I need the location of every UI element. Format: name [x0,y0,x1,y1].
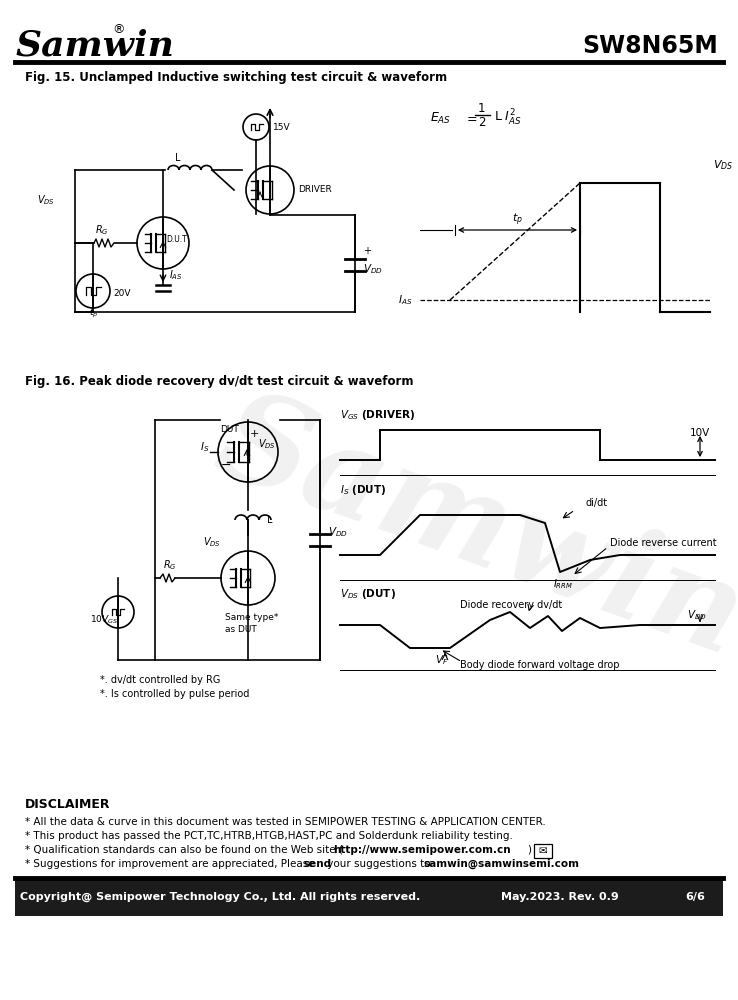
Text: $I_S$ (DUT): $I_S$ (DUT) [340,483,386,497]
Text: $V_{DS}$ (DUT): $V_{DS}$ (DUT) [340,587,396,601]
Text: $V_F$: $V_F$ [435,653,449,667]
Text: Diode recovery dv/dt: Diode recovery dv/dt [460,600,562,610]
Text: $V_{DS}$: $V_{DS}$ [203,535,221,549]
Text: L: L [267,515,272,525]
Text: $R_G$: $R_G$ [163,558,177,572]
Text: $I_S$: $I_S$ [200,440,210,454]
Text: $t_p$: $t_p$ [512,212,523,228]
Text: ): ) [527,845,531,855]
Text: $10V_{GS}$: $10V_{GS}$ [90,614,118,626]
Text: −: − [221,458,232,472]
Bar [15,878,723,916]
Text: $V_{DD}$: $V_{DD}$ [328,525,348,539]
Text: samwin@samwinsemi.com: samwin@samwinsemi.com [424,859,580,869]
Text: Samwin: Samwin [16,29,175,63]
Text: L $I_{AS}^{2}$: L $I_{AS}^{2}$ [494,108,522,128]
Text: May.2023. Rev. 0.9: May.2023. Rev. 0.9 [501,892,619,902]
Text: * This product has passed the PCT,TC,HTRB,HTGB,HAST,PC and Solderdunk reliabilit: * This product has passed the PCT,TC,HTR… [25,831,513,841]
Text: Body diode forward voltage drop: Body diode forward voltage drop [460,660,619,670]
Text: +: + [363,246,371,256]
Text: ®: ® [112,23,125,36]
Text: $V_{GS}$ (DRIVER): $V_{GS}$ (DRIVER) [340,408,415,422]
Text: 15V: 15V [273,122,291,131]
Text: ✉: ✉ [539,846,548,856]
Text: $=$: $=$ [464,111,477,124]
Text: * Suggestions for improvement are appreciated, Please: * Suggestions for improvement are apprec… [25,859,318,869]
Text: di/dt: di/dt [585,498,607,508]
Text: L: L [175,153,181,163]
Text: as DUT: as DUT [225,626,257,635]
Text: Copyright@ Semipower Technology Co., Ltd. All rights reserved.: Copyright@ Semipower Technology Co., Ltd… [20,892,420,902]
Text: * Qualification standards can also be found on the Web site (: * Qualification standards can also be fo… [25,845,343,855]
Text: http://www.semipower.com.cn: http://www.semipower.com.cn [333,845,511,855]
Text: $V_{DD}$: $V_{DD}$ [363,262,383,276]
Text: 1: 1 [478,103,486,115]
Text: Fig. 15. Unclamped Inductive switching test circuit & waveform: Fig. 15. Unclamped Inductive switching t… [25,72,447,85]
Text: *. dv/dt controlled by RG: *. dv/dt controlled by RG [100,675,221,685]
Text: D.U.T: D.U.T [166,235,187,244]
Text: Diode reverse current: Diode reverse current [610,538,717,548]
Text: 6/6: 6/6 [685,892,705,902]
Text: $V_{DS}$: $V_{DS}$ [37,193,55,207]
Text: * All the data & curve in this document was tested in SEMIPOWER TESTING & APPLIC: * All the data & curve in this document … [25,817,545,827]
Text: $I_{RRM}$: $I_{RRM}$ [553,577,573,591]
Text: 10V: 10V [690,428,710,438]
Text: +: + [250,429,259,439]
Text: DUT: DUT [220,426,239,434]
Text: DRIVER: DRIVER [298,186,332,194]
Text: DISCLAIMER: DISCLAIMER [25,798,111,812]
Text: your suggestions to: your suggestions to [324,859,434,869]
Bar [534,844,552,858]
Text: 20V: 20V [113,288,131,298]
Text: Same type*: Same type* [225,613,278,622]
Text: $V_{DD}$: $V_{DD}$ [687,608,707,622]
Text: $R_G$: $R_G$ [95,223,108,237]
Text: $V_{DS}$: $V_{DS}$ [713,158,734,172]
Text: 2: 2 [478,115,486,128]
Text: send: send [303,859,331,869]
Text: $E_{AS}$: $E_{AS}$ [430,110,451,126]
Text: *. Is controlled by pulse period: *. Is controlled by pulse period [100,689,249,699]
Text: $t_p$: $t_p$ [89,306,98,320]
Text: $I_{AS}$: $I_{AS}$ [398,293,412,307]
Text: $V_{DS}$: $V_{DS}$ [258,437,276,451]
Text: $I_{AS}$: $I_{AS}$ [169,268,182,282]
Text: SW8N65M: SW8N65M [582,34,718,58]
Text: Fig. 16. Peak diode recovery dv/dt test circuit & waveform: Fig. 16. Peak diode recovery dv/dt test … [25,375,413,388]
Text: Samwin: Samwin [201,379,738,681]
